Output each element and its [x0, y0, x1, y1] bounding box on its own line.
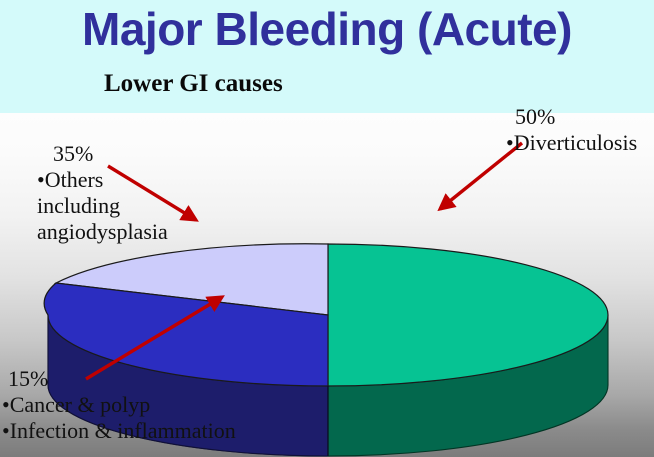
callout-lower-line2: •Infection & inflammation — [2, 418, 236, 443]
callout-diverticulosis: 50% •Diverticulosis — [506, 104, 637, 156]
callout-others-percent: 35% — [53, 141, 94, 166]
callout-diverticulosis-percent: 50% — [515, 104, 556, 129]
callout-lower-causes: 15% •Cancer & polyp •Infection & inflamm… — [2, 366, 236, 444]
arrow-to-cancer — [85, 295, 225, 381]
pie-slice-diverticulosis-top — [327, 243, 609, 387]
callout-lower-percent: 15% — [8, 366, 49, 391]
chart-plot-area — [0, 113, 654, 457]
page-title: Major Bleeding (Acute) — [82, 3, 572, 55]
callout-others: 35% •Others including angiodysplasia — [37, 141, 168, 245]
pie-slice-others-top — [53, 243, 329, 316]
callout-others-line2: including — [37, 193, 121, 218]
callout-lower-line1: •Cancer & polyp — [2, 392, 151, 417]
arrow-to-diverticulosis — [437, 141, 524, 212]
callout-diverticulosis-text: •Diverticulosis — [506, 130, 638, 155]
arrow-to-others — [107, 164, 199, 222]
pie-chart-3d — [43, 141, 609, 457]
chart-subtitle: Lower GI causes — [104, 70, 283, 97]
callout-others-line1: •Others — [37, 167, 104, 192]
callout-others-line3: angiodysplasia — [37, 219, 168, 244]
